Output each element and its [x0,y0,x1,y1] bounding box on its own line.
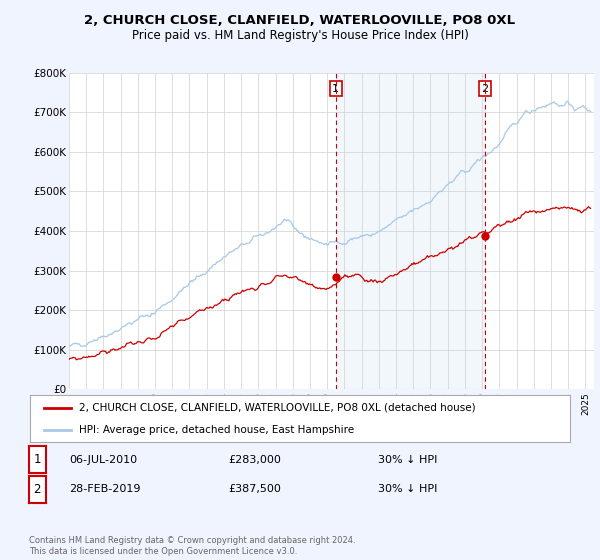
Text: 2, CHURCH CLOSE, CLANFIELD, WATERLOOVILLE, PO8 0XL: 2, CHURCH CLOSE, CLANFIELD, WATERLOOVILL… [85,14,515,27]
Text: £387,500: £387,500 [228,484,281,494]
Text: 2, CHURCH CLOSE, CLANFIELD, WATERLOOVILLE, PO8 0XL (detached house): 2, CHURCH CLOSE, CLANFIELD, WATERLOOVILL… [79,403,475,413]
Text: 1: 1 [332,83,340,94]
Text: 2: 2 [34,483,41,496]
Text: HPI: Average price, detached house, East Hampshire: HPI: Average price, detached house, East… [79,424,354,435]
Text: 06-JUL-2010: 06-JUL-2010 [69,455,137,465]
Text: £283,000: £283,000 [228,455,281,465]
Text: Contains HM Land Registry data © Crown copyright and database right 2024.
This d: Contains HM Land Registry data © Crown c… [29,536,355,556]
Bar [336,73,485,389]
Text: 2: 2 [481,83,488,94]
Text: 30% ↓ HPI: 30% ↓ HPI [378,455,437,465]
Text: 30% ↓ HPI: 30% ↓ HPI [378,484,437,494]
Text: 1: 1 [34,453,41,466]
Text: 28-FEB-2019: 28-FEB-2019 [69,484,140,494]
Text: Price paid vs. HM Land Registry's House Price Index (HPI): Price paid vs. HM Land Registry's House … [131,29,469,42]
